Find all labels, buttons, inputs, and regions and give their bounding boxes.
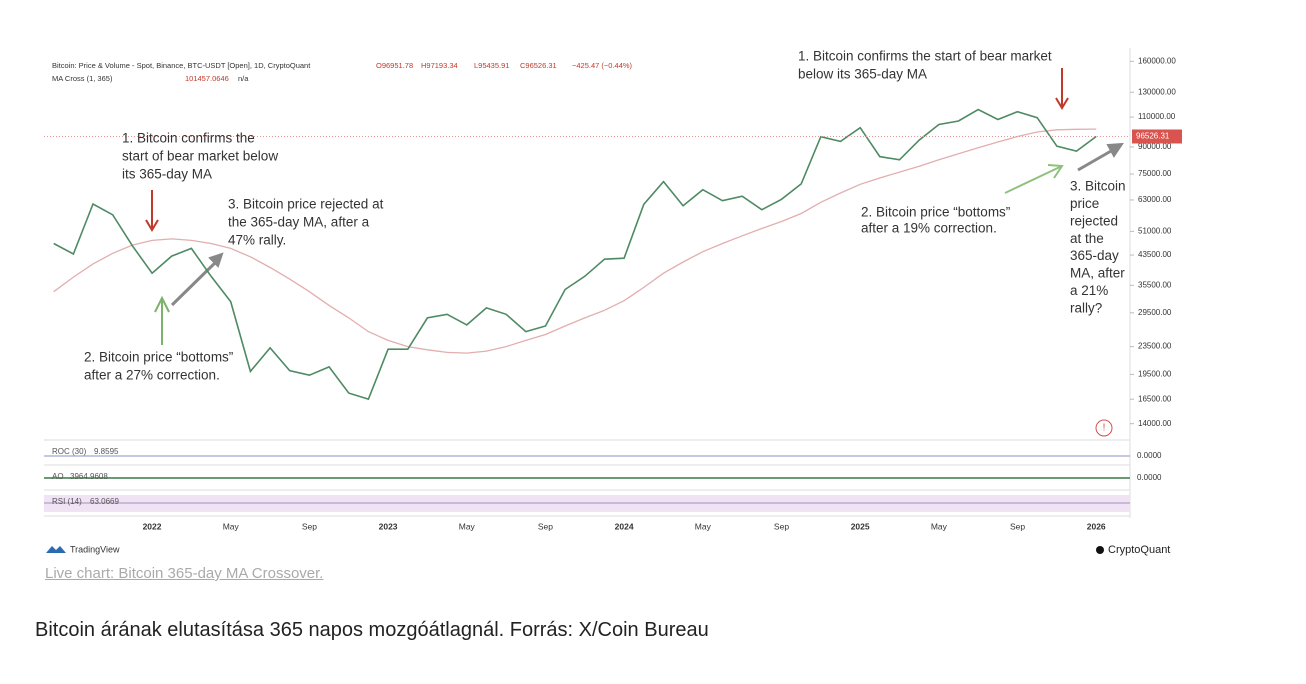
indicator-value: 9.8595 <box>94 447 119 456</box>
x-tick-label: Sep <box>302 521 317 531</box>
last-price-tag <box>1132 129 1182 144</box>
annotation: at the <box>1070 231 1104 246</box>
x-tick-label: 2023 <box>379 521 398 531</box>
x-tick-label: May <box>223 521 240 531</box>
ma-value: 101457.0646 <box>185 74 229 83</box>
indicator-name: RSI (14) <box>52 497 82 506</box>
cryptoquant-brand: CryptoQuant <box>1108 544 1170 556</box>
x-tick-label: Sep <box>1010 521 1025 531</box>
header-high: H97193.34 <box>421 61 458 70</box>
ma-label: MA Cross (1, 365) <box>52 74 113 83</box>
x-tick-label: Sep <box>538 521 553 531</box>
alert-icon: ! <box>1103 423 1106 434</box>
annotation: 3. Bitcoin <box>1070 179 1126 194</box>
last-price-label: 96526.31 <box>1136 132 1170 141</box>
indicator-value: 63.0669 <box>90 497 119 506</box>
y-tick-label: 90000.00 <box>1138 142 1172 151</box>
y-tick-label: 75000.00 <box>1138 169 1172 178</box>
annotation: 2. Bitcoin price “bottoms” <box>84 350 233 365</box>
y-tick-label: 110000.00 <box>1138 112 1176 121</box>
annotation: 3. Bitcoin price rejected at <box>228 197 384 212</box>
price-line <box>53 108 1097 401</box>
y-tick-label: 23500.00 <box>1138 342 1172 351</box>
x-tick-label: 2024 <box>615 521 634 531</box>
indicator-value: 3964.9608 <box>70 472 108 481</box>
arrows <box>145 68 1124 437</box>
header-change: −425.47 (−0.44%) <box>572 61 633 70</box>
header-symbol: Bitcoin: Price & Volume - Spot, Binance,… <box>52 61 311 70</box>
y-tick-label: 43500.00 <box>1138 250 1172 259</box>
y-tick-label: 35500.00 <box>1138 280 1172 289</box>
chart: ! Bitcoin: Price & Volume - Spot, Binanc… <box>44 48 1182 556</box>
y-tick-label: 29500.00 <box>1138 308 1172 317</box>
indicator-name: ROC (30) <box>52 447 87 456</box>
annotation: 1. Bitcoin confirms the <box>122 131 255 146</box>
annotation: the 365-day MA, after a <box>228 215 370 230</box>
x-tick-label: May <box>695 521 712 531</box>
indicator-axis-label: 0.0000 <box>1137 451 1162 460</box>
caption: Bitcoin árának elutasítása 365 napos moz… <box>35 619 709 641</box>
annotation: 1. Bitcoin confirms the start of bear ma… <box>798 49 1052 64</box>
x-tick-label: May <box>931 521 948 531</box>
header-close: C96526.31 <box>520 61 557 70</box>
annotation: after a 27% correction. <box>84 368 220 383</box>
header-open: O96951.78 <box>376 61 413 70</box>
annotation: start of bear market below <box>122 149 278 164</box>
annotation: its 365-day MA <box>122 167 212 182</box>
header-low: L95435.91 <box>474 61 509 70</box>
ma-line <box>53 128 1097 354</box>
x-tick-label: 2025 <box>851 521 870 531</box>
x-tick-label: 2026 <box>1087 521 1106 531</box>
annotation: 365-day <box>1070 248 1119 263</box>
annotation: 2. Bitcoin price “bottoms” <box>861 205 1010 220</box>
annotation: rally? <box>1070 300 1102 315</box>
annotation: rejected <box>1070 213 1118 228</box>
x-tick-label: Sep <box>774 521 789 531</box>
y-tick-label: 16500.00 <box>1138 394 1172 403</box>
y-tick-label: 14000.00 <box>1138 419 1172 428</box>
annotation: after a 19% correction. <box>861 221 997 236</box>
ma-extra: n/a <box>238 74 249 83</box>
tradingview-brand: TradingView <box>70 544 120 554</box>
y-tick-label: 19500.00 <box>1138 369 1172 378</box>
annotation: below its 365-day MA <box>798 67 927 82</box>
y-tick-label: 130000.00 <box>1138 87 1176 96</box>
annotation: 47% rally. <box>228 233 286 248</box>
chart-link[interactable]: Live chart: Bitcoin 365-day MA Crossover… <box>45 565 324 582</box>
x-tick-label: 2022 <box>143 521 162 531</box>
indicator-axis-label: 0.0000 <box>1137 473 1162 482</box>
y-tick-label: 160000.00 <box>1138 56 1176 65</box>
annotation: a 21% <box>1070 283 1108 298</box>
annotation: MA, after <box>1070 266 1125 281</box>
y-tick-label: 63000.00 <box>1138 195 1172 204</box>
x-tick-label: May <box>459 521 476 531</box>
tradingview-logo <box>46 546 66 553</box>
y-tick-label: 51000.00 <box>1138 226 1172 235</box>
annotation: price <box>1070 196 1099 211</box>
indicator-name: AO <box>52 472 64 481</box>
cryptoquant-logo <box>1096 546 1104 554</box>
